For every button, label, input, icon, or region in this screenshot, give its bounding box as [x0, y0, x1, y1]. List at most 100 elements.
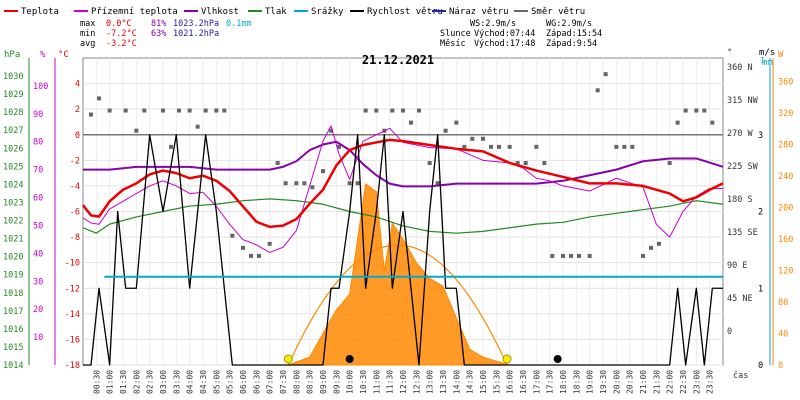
- x-tick-label: 19:30: [599, 370, 608, 394]
- x-tick-label: 11:30: [386, 370, 395, 394]
- pct-tick-label: 30: [33, 277, 43, 287]
- hpa-tick-label: 1018: [3, 289, 23, 299]
- hpa-tick-label: 1016: [3, 325, 23, 335]
- temp-tick-label: -6: [70, 208, 80, 218]
- solar-area: [288, 183, 510, 366]
- degree-axis-title: °: [727, 48, 732, 58]
- w-tick-label: 0: [778, 361, 783, 371]
- wind-direction-dot: [497, 144, 501, 149]
- temp-axis-title: °C: [58, 50, 69, 60]
- sun-marker: [502, 354, 512, 364]
- wind-direction-dot: [454, 120, 459, 125]
- wind-direction-dot: [241, 245, 245, 250]
- moon-marker: [553, 355, 562, 363]
- hpa-tick-label: 1020: [3, 253, 23, 263]
- wind-direction-dot: [177, 108, 181, 113]
- wind-direction-dot: [427, 161, 432, 166]
- degree-tick-label: 360 N: [727, 63, 753, 73]
- w-tick-label: 160: [778, 235, 793, 245]
- wind-direction-dot: [283, 181, 288, 186]
- wind-direction-dot: [435, 181, 440, 186]
- w-axis-title: W: [778, 50, 784, 60]
- wind-direction-dot: [710, 120, 715, 125]
- wind-direction-dot: [123, 108, 128, 113]
- ms-tick-label: 2: [758, 208, 763, 218]
- temp-tick-label: -10: [65, 259, 80, 269]
- ms-tick-label: 3: [758, 131, 763, 141]
- x-tick-label: 01:00: [106, 370, 115, 394]
- x-tick-label: 09:00: [319, 370, 328, 394]
- hpa-tick-label: 1026: [3, 144, 23, 154]
- hpa-tick-label: 1027: [3, 126, 23, 136]
- wind-direction-dot: [249, 253, 253, 258]
- wind-direction-dot: [577, 253, 581, 258]
- wind-direction-dot: [667, 161, 672, 166]
- x-tick-label: 12:00: [399, 370, 408, 394]
- wind-direction-dot: [595, 88, 600, 93]
- wind-direction-dot: [97, 96, 101, 101]
- legend-label: Tlak: [265, 7, 287, 17]
- moon-marker: [345, 355, 354, 363]
- degree-tick-label: 180 S: [727, 195, 753, 205]
- ms-axis-title: m/s: [759, 48, 775, 58]
- degree-tick-label: 225 SW: [727, 162, 759, 172]
- legend-label: Směr větru: [531, 7, 585, 17]
- w-tick-label: 120: [778, 267, 793, 277]
- wind-direction-dot: [329, 128, 333, 133]
- pct-tick-label: 40: [33, 249, 43, 259]
- x-tick-label: 03:30: [172, 370, 181, 394]
- moonrise-info: Východ:17:48: [474, 39, 535, 49]
- hpa-tick-label: 1014: [3, 361, 23, 371]
- x-tick-label: 17:00: [532, 370, 541, 394]
- x-tick-label: 01:30: [119, 370, 128, 394]
- x-tick-label: 02:30: [146, 370, 155, 394]
- stats-label: min: [80, 29, 95, 39]
- x-tick-label: 22:00: [666, 370, 675, 394]
- pct-tick-label: 70: [33, 166, 43, 176]
- hpa-axis-title: hPa: [4, 50, 20, 60]
- x-tick-label: 14:30: [466, 370, 475, 394]
- wind-direction-dot: [550, 253, 555, 258]
- stats-temp: -7.2°C: [106, 29, 137, 39]
- hpa-tick-label: 1019: [3, 271, 23, 281]
- x-tick-label: 12:30: [412, 370, 421, 394]
- x-tick-label: 05:30: [226, 370, 235, 394]
- stats-humidity: 63%: [151, 29, 166, 39]
- temp-tick-label: 4: [75, 80, 80, 90]
- temp-tick-label: -12: [65, 284, 80, 294]
- wind-direction-dot: [142, 108, 147, 113]
- wind-direction-dot: [294, 181, 299, 186]
- stats-pressure: 1023.2hPa: [173, 19, 219, 29]
- stats-temp: 0.0°C: [106, 19, 132, 29]
- x-tick-label: 18:30: [572, 370, 581, 394]
- temp-tick-label: -8: [70, 233, 80, 243]
- wind-direction-dot: [195, 124, 200, 129]
- wind-direction-dot: [89, 112, 93, 117]
- stats-temp: -3.2°C: [106, 39, 137, 49]
- pct-tick-label: 90: [33, 110, 43, 120]
- hpa-tick-label: 1029: [3, 90, 23, 100]
- hpa-tick-label: 1015: [3, 343, 23, 353]
- x-tick-label: 07:00: [266, 370, 275, 394]
- x-tick-label: 04:00: [186, 370, 195, 394]
- w-tick-label: 360: [778, 78, 793, 88]
- wind-direction-dot: [161, 108, 165, 113]
- wind-direction-dot: [214, 108, 219, 113]
- wind-direction-dot: [507, 144, 512, 149]
- wind-direction-dot: [107, 108, 112, 113]
- wind-direction-dot: [603, 72, 608, 77]
- wind-direction-dot: [462, 144, 467, 149]
- chart-title: 21.12.2021: [362, 53, 434, 67]
- degree-tick-label: 0: [727, 327, 732, 337]
- wind-direction-dot: [267, 241, 272, 246]
- x-tick-label: 02:00: [132, 370, 141, 394]
- pct-tick-label: 80: [33, 138, 43, 148]
- degree-tick-label: 135 SE: [727, 228, 758, 238]
- x-tick-label: 15:30: [492, 370, 501, 394]
- temp-tick-label: -18: [65, 361, 80, 371]
- sunrise-info: Východ:07:44: [474, 29, 535, 39]
- x-tick-label: 16:00: [506, 370, 515, 394]
- wind-direction-dot: [374, 108, 379, 113]
- w-tick-label: 200: [778, 204, 793, 214]
